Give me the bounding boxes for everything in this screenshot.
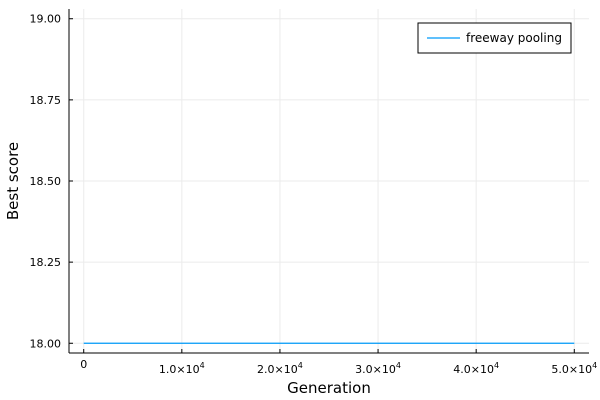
x-tick-exponent: 4 — [396, 361, 401, 370]
x-tick-exponent: 4 — [494, 361, 499, 370]
y-ticks: 18.00 18.25 18.50 18.75 19.00 — [30, 13, 73, 350]
x-tick-mantissa: 0 — [80, 358, 87, 371]
legend-box — [417, 22, 572, 54]
x-axis-title: Generation — [287, 379, 371, 397]
x-tick-exponent: 4 — [298, 361, 303, 370]
y-tick-label: 19.00 — [30, 13, 62, 26]
x-tick-exponent: 4 — [592, 361, 597, 370]
legend: freeway pooling — [417, 22, 572, 54]
y-axis-title: Best score — [4, 142, 22, 220]
x-tick-label: 3.0×104 — [355, 361, 401, 376]
y-tick-label: 18.75 — [30, 94, 62, 107]
x-tick-label: 0 — [80, 358, 87, 371]
x-tick-label: 4.0×104 — [453, 361, 499, 376]
x-tick-exponent: 4 — [200, 361, 205, 370]
y-tick-label: 18.25 — [30, 256, 62, 269]
legend-label: freeway pooling — [466, 31, 562, 45]
x-tick-mantissa: 3.0×10 — [355, 363, 396, 376]
y-tick-label: 18.00 — [30, 337, 62, 350]
x-tick-mantissa: 2.0×10 — [257, 363, 298, 376]
x-tick-mantissa: 4.0×10 — [453, 363, 494, 376]
x-tick-mantissa: 5.0×10 — [551, 363, 592, 376]
x-tick-mantissa: 1.0×10 — [159, 363, 200, 376]
x-tick-label: 1.0×104 — [159, 361, 205, 376]
x-tick-label: 2.0×104 — [257, 361, 303, 376]
grid-lines — [69, 9, 589, 353]
x-ticks: 0 1.0×104 2.0×104 3.0×104 4.0×104 5.0×104 — [80, 349, 597, 376]
x-tick-label: 5.0×104 — [551, 361, 597, 376]
y-tick-label: 18.50 — [30, 175, 62, 188]
